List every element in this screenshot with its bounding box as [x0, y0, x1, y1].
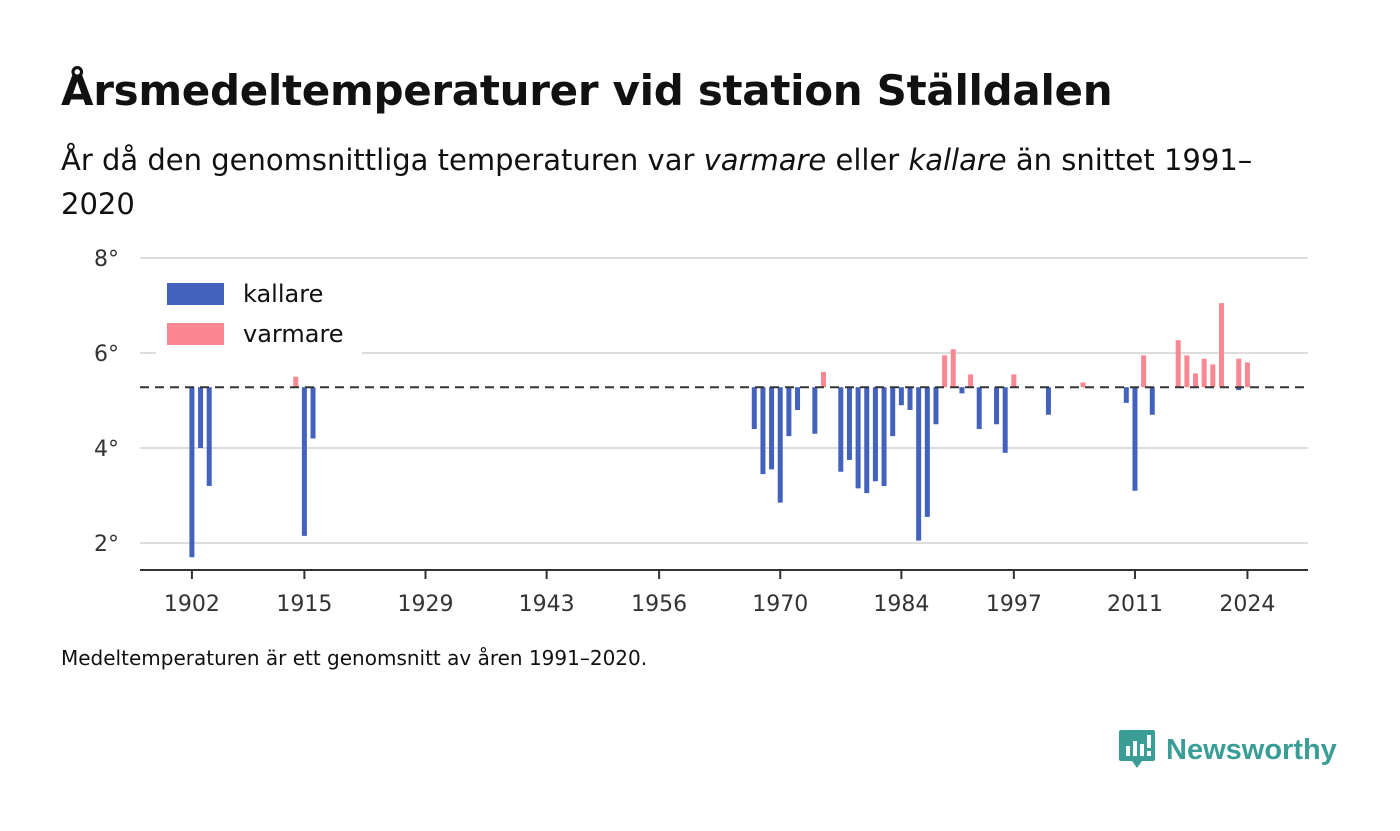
bar-kallare-1985: [907, 387, 913, 410]
x-axis-ticks: 1902 1915 1929 1943 1956 1970 1984 1997 2011 2024: [164, 570, 1275, 617]
x-tick-label: 1970: [752, 592, 808, 617]
bar-kallare-1979: [855, 387, 861, 489]
y-tick-label: 2°: [94, 532, 119, 557]
bar-kallare-1972: [795, 387, 801, 410]
bar-kallare-1969: [769, 387, 775, 470]
bar-kallare-1991: [959, 387, 965, 394]
bar-varmare-1975: [820, 372, 826, 388]
bar-kallare-1967: [751, 387, 757, 429]
bar-kallare-1904: [206, 387, 212, 486]
chart-subtitle: År då den genomsnittliga temperaturen va…: [61, 138, 1321, 226]
x-tick-label: 1956: [631, 592, 687, 617]
bar-kallare-1916: [310, 387, 316, 439]
y-tick-label: 8°: [94, 247, 119, 272]
bar-varmare-1997: [1011, 374, 1017, 388]
newsworthy-logo-icon: [1119, 730, 1155, 768]
bar-kallare-2010: [1123, 387, 1129, 403]
bar-kallare-1977: [838, 387, 844, 472]
x-tick-label: 1929: [398, 592, 454, 617]
x-tick-label: 2024: [1219, 592, 1275, 617]
x-tick-label: 1943: [519, 592, 575, 617]
bar-kallare-1982: [881, 387, 887, 486]
bar-kallare-2023: [1236, 387, 1242, 391]
bar-kallare-1981: [872, 387, 878, 482]
brand-name: Newsworthy: [1166, 733, 1337, 766]
bar-varmare-1990: [950, 349, 956, 388]
bar-kallare-2013: [1149, 387, 1155, 415]
bar-kallare-1984: [898, 387, 904, 406]
y-tick-label: 6°: [94, 342, 119, 367]
bar-varmare-2017: [1184, 355, 1190, 388]
bar-kallare-1902: [189, 387, 195, 558]
bar-kallare-1987: [924, 387, 930, 517]
bar-varmare-2024: [1244, 362, 1250, 388]
subtitle-cold-word: kallare: [908, 143, 1007, 177]
temperature-bar-chart: 2° 4° 6° 8° 1902 1915 1929 1943 1956 1970 1984 199…: [94, 247, 1308, 617]
bar-kallare-1993: [976, 387, 982, 429]
bar-kallare-1974: [812, 387, 818, 434]
y-tick-label: 4°: [94, 437, 119, 462]
bar-kallare-1995: [994, 387, 1000, 425]
bar-kallare-1971: [786, 387, 792, 437]
legend-label-kallare: kallare: [243, 280, 323, 308]
bar-varmare-2005: [1080, 382, 1086, 388]
footnote: Medeltemperaturen är ett genomsnitt av å…: [61, 646, 648, 670]
bar-kallare-1988: [933, 387, 939, 425]
bar-varmare-2012: [1141, 355, 1147, 388]
brand-logo[interactable]: Newsworthy: [1118, 728, 1337, 772]
x-tick-label: 1984: [873, 592, 929, 617]
chart-title: Årsmedeltemperaturer vid station Ställda…: [61, 66, 1113, 115]
subtitle-warm-word: varmare: [703, 143, 827, 177]
bar-kallare-2011: [1132, 387, 1138, 491]
x-tick-label: 1915: [276, 592, 332, 617]
bar-kallare-1980: [864, 387, 870, 494]
subtitle-text-2: eller: [826, 143, 909, 177]
legend-label-varmare: varmare: [243, 320, 344, 348]
bars: [189, 303, 1250, 558]
bar-kallare-1968: [760, 387, 766, 475]
legend-swatch-kallare: [167, 283, 224, 305]
bar-kallare-1986: [916, 387, 922, 541]
subtitle-text-3: än snittet 1991–2020: [61, 143, 1253, 221]
legend: kallare varmare: [156, 272, 362, 354]
bar-kallare-1903: [198, 387, 204, 448]
bar-varmare-1992: [968, 374, 974, 388]
bar-varmare-2021: [1218, 303, 1224, 388]
legend-swatch-varmare: [167, 323, 224, 345]
bar-varmare-1914: [293, 376, 299, 388]
bar-kallare-2001: [1045, 387, 1051, 415]
bar-varmare-1989: [942, 355, 948, 388]
bar-kallare-1970: [777, 387, 783, 503]
x-tick-label: 1902: [164, 592, 220, 617]
bar-varmare-2019: [1201, 358, 1207, 388]
bar-kallare-1996: [1002, 387, 1008, 453]
x-tick-label: 2011: [1107, 592, 1163, 617]
y-axis-ticks: 2° 4° 6° 8°: [94, 247, 119, 557]
bar-kallare-1978: [846, 387, 852, 460]
x-tick-label: 1997: [986, 592, 1042, 617]
subtitle-text-1: År då den genomsnittliga temperaturen va…: [61, 143, 704, 177]
bar-varmare-2023: [1236, 358, 1242, 388]
bar-varmare-2016: [1175, 340, 1181, 388]
bar-varmare-2020: [1210, 364, 1216, 388]
bar-kallare-1915: [301, 387, 307, 536]
bar-varmare-2018: [1193, 373, 1199, 388]
bar-kallare-1983: [890, 387, 896, 437]
